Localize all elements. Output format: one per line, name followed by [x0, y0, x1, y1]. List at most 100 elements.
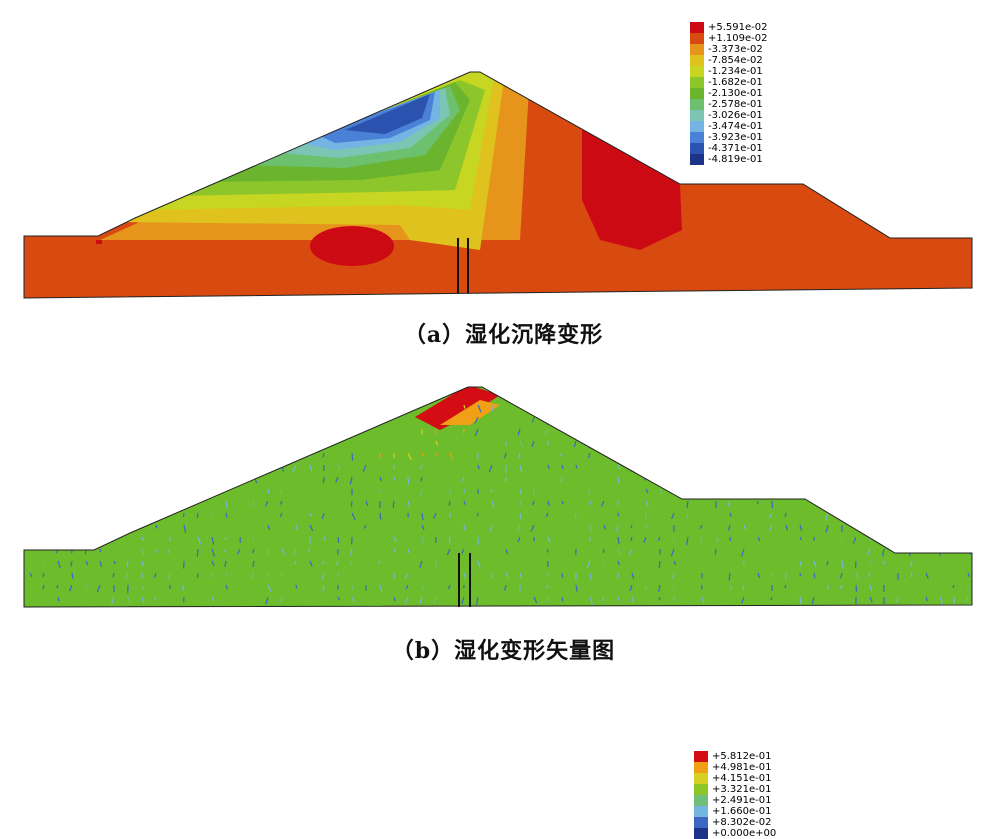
legend-label: -4.819e-01 — [708, 154, 763, 165]
vector-arrow — [798, 417, 800, 422]
legend-label: -1.234e-01 — [708, 66, 763, 77]
vector-arrow — [57, 465, 58, 473]
vector-arrow — [897, 405, 898, 408]
vector-arrow — [238, 441, 240, 447]
vector-arrow — [167, 453, 170, 459]
legend-swatch — [694, 817, 708, 828]
legend-label: +5.812e-01 — [712, 751, 772, 762]
vector-arrow — [561, 477, 562, 483]
vector-arrow — [743, 453, 744, 457]
legend-swatch — [694, 806, 708, 817]
vector-arrow — [184, 429, 186, 435]
vector-arrow — [645, 513, 646, 520]
vector-arrow — [966, 417, 968, 422]
vector-arrow — [85, 465, 86, 472]
vector-arrow — [30, 429, 32, 434]
vector-arrow — [139, 477, 142, 483]
vector-arrow — [99, 477, 100, 485]
legend-settlement: +5.591e-02+1.109e-02-3.373e-02-7.854e-02… — [690, 22, 768, 165]
vector-arrow — [520, 501, 521, 506]
vector-arrow — [632, 441, 633, 448]
vector-arrow — [99, 441, 100, 448]
legend-label: +1.660e-01 — [712, 806, 772, 817]
vector-arrow — [940, 465, 941, 471]
vector-arrow — [674, 405, 675, 411]
vector-arrow — [716, 453, 719, 460]
vector-arrow — [756, 453, 758, 458]
vector-arrow — [225, 537, 226, 540]
legend-label: +5.591e-02 — [708, 22, 768, 33]
vector-arrow — [632, 597, 633, 602]
vector-arrow — [280, 453, 282, 459]
vector-arrow — [323, 453, 324, 457]
vector-arrow — [702, 441, 703, 445]
vector-arrow — [618, 513, 619, 516]
vector-arrow — [98, 465, 100, 469]
legend-swatch — [690, 55, 704, 66]
legend-label: -2.578e-01 — [708, 99, 763, 110]
legend-entry: +0.000e+00 — [694, 828, 776, 839]
vector-arrow — [57, 501, 58, 504]
vector-arrow — [912, 513, 914, 520]
vector-arrow — [784, 477, 786, 481]
legend-swatch — [690, 33, 704, 44]
legend-entry: +1.660e-01 — [694, 806, 776, 817]
vector-arrow — [758, 477, 761, 484]
vector-arrow — [352, 453, 353, 461]
vector-arrow — [198, 465, 200, 472]
vector-arrow — [377, 405, 380, 411]
vector-arrow — [464, 405, 465, 409]
vector-arrow — [295, 453, 296, 456]
vector-arrow — [142, 429, 145, 436]
vector-arrow — [856, 453, 858, 460]
vector-arrow — [912, 501, 913, 506]
vector-arrow — [142, 417, 145, 423]
vector-arrow — [786, 417, 789, 423]
vector-arrow — [254, 465, 256, 468]
legend-label: +3.321e-01 — [712, 784, 772, 795]
legend-entry: -3.923e-01 — [690, 132, 768, 143]
vector-arrow — [743, 405, 744, 408]
vector-arrow — [939, 429, 940, 432]
vector-arrow — [701, 489, 702, 493]
vector-arrow — [896, 453, 898, 459]
vector-arrow — [882, 501, 884, 505]
vector-arrow — [296, 585, 297, 588]
vector-arrow — [197, 549, 198, 557]
legend-entry: +8.302e-02 — [694, 817, 776, 828]
vector-arrow — [408, 477, 409, 484]
vector-arrow — [70, 537, 72, 542]
vector-arrow — [100, 405, 102, 411]
vector-arrow — [909, 489, 912, 494]
legend-label: +2.491e-01 — [712, 795, 772, 806]
vector-arrow — [575, 513, 576, 519]
vector-arrow — [589, 429, 590, 436]
settlement-contour-panel: +5.591e-02+1.109e-02-3.373e-02-7.854e-02… — [0, 0, 1007, 310]
vector-arrow — [169, 465, 170, 468]
vector-arrow — [870, 561, 871, 564]
vector-arrow — [562, 573, 563, 578]
vector-arrow — [869, 453, 870, 458]
legend-swatch — [694, 773, 708, 784]
caption-b: （b）湿化变形矢量图 — [0, 633, 1007, 665]
legend-swatch — [694, 784, 708, 795]
vector-arrow — [646, 525, 647, 529]
legend-entry: -3.474e-01 — [690, 121, 768, 132]
vector-arrow — [560, 417, 562, 422]
legend-entry: +2.491e-01 — [694, 795, 776, 806]
vector-arrow — [266, 441, 268, 447]
legend-swatch — [690, 99, 704, 110]
legend-swatch — [690, 121, 704, 132]
vector-arrow — [632, 453, 633, 456]
legend-label: +1.109e-02 — [708, 33, 768, 44]
vector-arrow — [884, 429, 885, 436]
vector-arrow — [658, 465, 660, 470]
legend-swatch — [690, 22, 704, 33]
vector-arrow — [813, 489, 814, 493]
vector-arrow — [869, 405, 870, 411]
vector-arrow — [772, 441, 773, 444]
vector-arrow — [926, 513, 928, 520]
zone-red-left — [310, 226, 394, 266]
vector-arrow — [310, 417, 312, 422]
legend-label: -3.373e-02 — [708, 44, 763, 55]
